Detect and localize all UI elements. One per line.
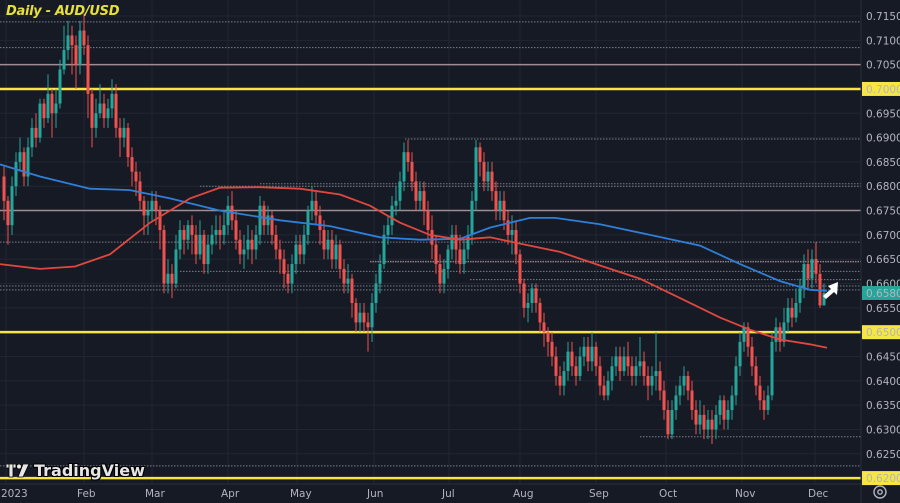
tradingview-logo: TradingView (6, 461, 145, 480)
time-axis-label: Apr (221, 488, 240, 500)
gear-icon[interactable] (870, 482, 890, 502)
time-axis-label: Sep (589, 488, 609, 500)
time-axis[interactable]: 2023 Feb Mar Apr May Jun Jul Aug Sep Oct Nov Dec (1, 488, 829, 500)
tradingview-logo-icon (6, 463, 30, 477)
candlesticks (2, 13, 826, 445)
time-axis-label: Dec (808, 488, 829, 500)
tradingview-logo-text: TradingView (34, 461, 145, 480)
arrow-pointer-icon (823, 282, 838, 299)
time-axis-label: Jul (441, 488, 455, 500)
price-axis-label: 0.62000 (866, 473, 900, 485)
time-axis-label: Nov (735, 488, 756, 500)
time-axis-label: Mar (145, 488, 165, 500)
chart-title: Daily - AUD/USD (6, 4, 120, 19)
moving-averages (0, 163, 828, 349)
time-axis-label: Feb (77, 488, 96, 500)
time-axis-label: 2023 (1, 488, 28, 500)
time-axis-label: May (290, 488, 312, 500)
time-axis-label: Oct (659, 488, 677, 500)
time-axis-label: Jun (366, 488, 383, 500)
price-axis-label: 0.65806 (866, 288, 900, 300)
time-axis-label: Aug (513, 488, 534, 500)
